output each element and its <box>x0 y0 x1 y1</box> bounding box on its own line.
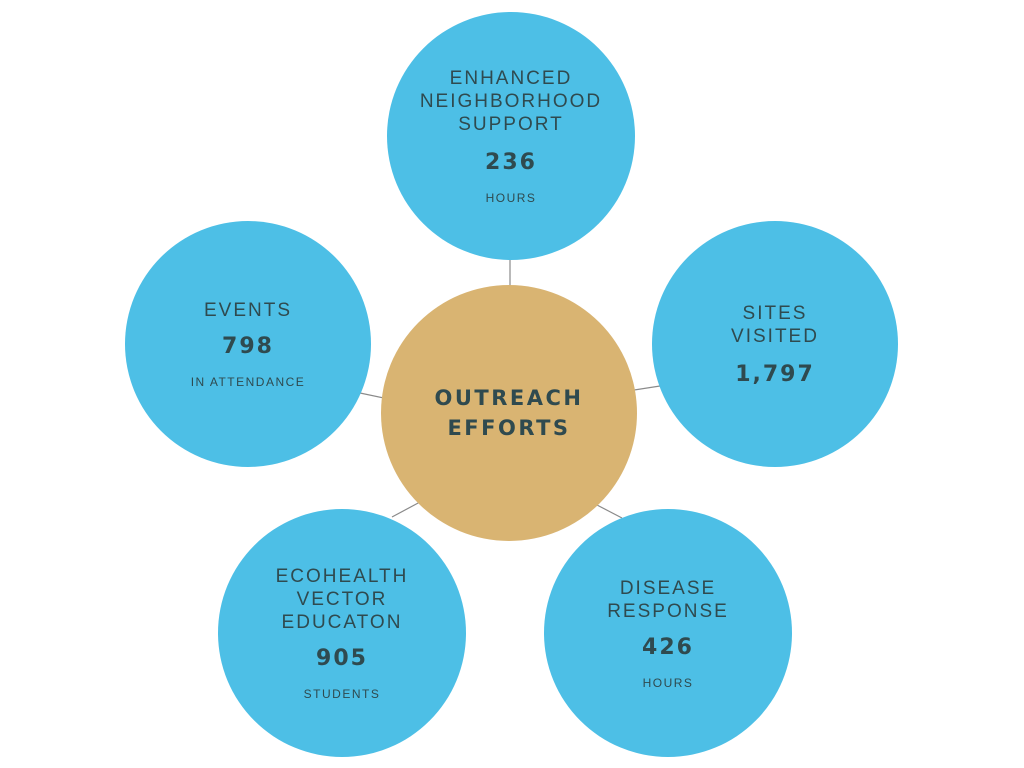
node-sites-visited: SITES VISITED 1,797 <box>652 221 898 467</box>
node-value: 1,797 <box>735 361 815 387</box>
node-enhanced-neighborhood-support: ENHANCED NEIGHBORHOOD SUPPORT 236 HOURS <box>387 12 635 260</box>
connector-right <box>633 385 661 391</box>
node-label: DISEASE RESPONSE <box>607 577 729 622</box>
node-unit: IN ATTENDANCE <box>190 375 306 389</box>
connector-bottom-left <box>391 501 421 518</box>
node-value: 905 <box>316 646 368 671</box>
node-label: ENHANCED NEIGHBORHOOD SUPPORT <box>419 68 603 135</box>
node-unit: HOURS <box>485 191 537 205</box>
node-ecohealth-vector-education: ECOHEALTH VECTOR EDUCATON 905 STUDENTS <box>218 509 466 757</box>
node-events: EVENTS 798 IN ATTENDANCE <box>125 221 371 467</box>
node-unit: STUDENTS <box>303 687 381 701</box>
node-disease-response: DISEASE RESPONSE 426 HOURS <box>544 509 792 757</box>
node-value: 236 <box>485 150 537 175</box>
connector-bottom-right <box>596 504 623 519</box>
node-value: 798 <box>222 334 274 359</box>
center-node-outreach-efforts: OUTREACH EFFORTS <box>381 285 637 541</box>
node-label: EVENTS <box>203 300 293 321</box>
node-label: ECOHEALTH VECTOR EDUCATON <box>275 566 409 633</box>
node-unit: HOURS <box>642 675 694 690</box>
node-label: SITES VISITED <box>731 302 819 347</box>
node-value: 426 <box>642 634 694 660</box>
center-title: OUTREACH EFFORTS <box>434 386 584 440</box>
connector-left <box>359 392 385 399</box>
